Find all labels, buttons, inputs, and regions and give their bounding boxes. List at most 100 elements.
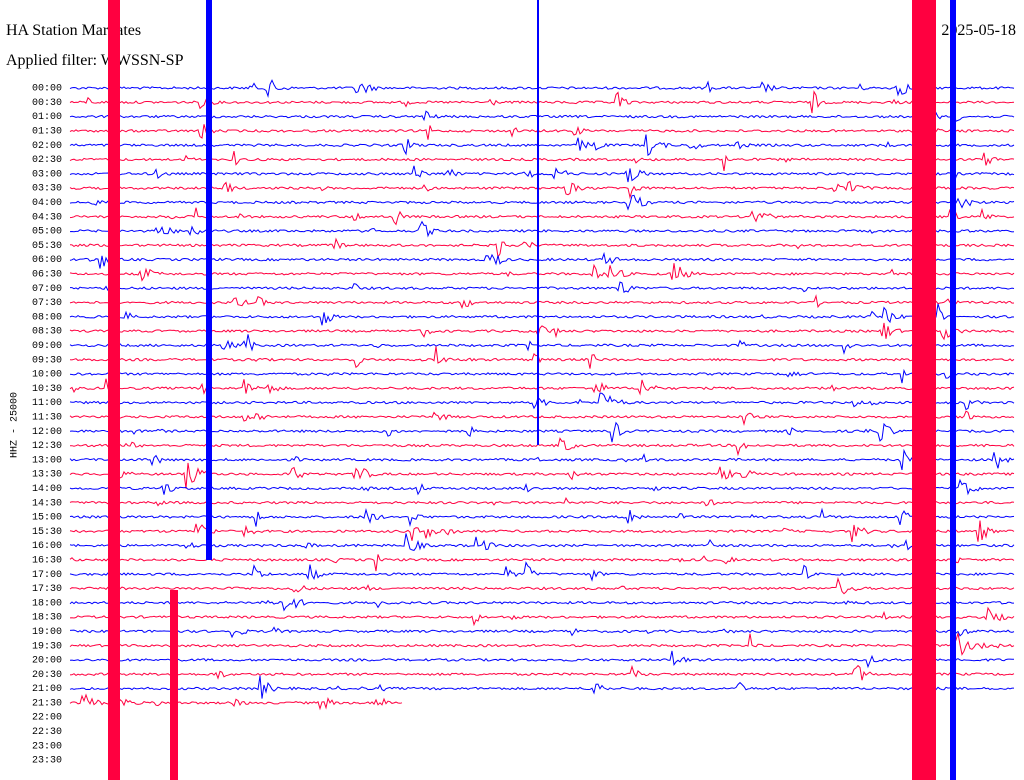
date-label: 2025-05-18 [941,22,1016,39]
trace [69,334,1015,355]
time-label: 09:30 [32,355,62,366]
time-label: 05:00 [32,227,62,238]
time-label: 10:30 [32,384,62,395]
filter-label: Applied filter: WWSSN-SP [6,52,184,69]
major-events [108,0,956,780]
time-label: 14:30 [32,498,62,509]
trace [69,693,403,711]
trace [69,322,1015,341]
time-label: 02:30 [32,155,62,166]
time-label: 21:30 [32,698,62,709]
time-label: 22:30 [32,727,62,738]
trace [69,633,1015,656]
trace [69,561,1015,582]
time-label: 06:00 [32,255,62,266]
trace [69,552,1015,572]
trace [69,134,1015,157]
event-band [108,0,120,780]
time-label: 03:00 [32,169,62,180]
time-label: 21:00 [32,684,62,695]
trace [69,150,1015,171]
time-label: 18:30 [32,613,62,624]
time-label: 00:30 [32,98,62,109]
axis-label: HHZ - 25000 [10,392,21,458]
trace [69,576,1015,595]
time-label: 14:00 [32,484,62,495]
time-label: 17:00 [32,570,62,581]
trace [69,194,1015,211]
time-label: 08:00 [32,312,62,323]
trace [69,496,1015,507]
trace [69,520,1015,543]
station-title: HA Station Markates [6,22,141,39]
trace [69,123,1015,140]
trace [69,378,1015,396]
time-label: 01:30 [32,127,62,138]
trace [69,478,1015,496]
time-label: 07:30 [32,298,62,309]
trace [69,220,1015,238]
time-label: 04:30 [32,212,62,223]
trace [69,346,1015,369]
time-label: 12:30 [32,441,62,452]
time-label: 00:00 [32,84,62,95]
trace [69,165,1015,184]
trace [69,421,1015,443]
time-label: 13:30 [32,470,62,481]
trace [69,110,1015,123]
trace [69,664,1015,681]
time-label: 12:00 [32,427,62,438]
trace [69,368,1015,384]
event-band [950,0,956,780]
time-label: 15:00 [32,513,62,524]
traces [69,79,1015,711]
trace [69,263,1015,282]
time-label: 02:00 [32,141,62,152]
time-label: 20:00 [32,656,62,667]
time-label: 15:30 [32,527,62,538]
trace [69,180,1015,200]
time-label: 03:30 [32,184,62,195]
trace [69,606,1015,627]
trace [69,237,1015,259]
trace [69,79,1015,98]
trace [69,650,1015,669]
time-label: 23:00 [32,741,62,752]
time-label: 17:30 [32,584,62,595]
trace [69,392,1015,411]
trace [70,437,1015,457]
trace [69,90,1015,114]
trace [69,410,1015,426]
time-label: 07:00 [32,284,62,295]
time-label: 23:30 [32,756,62,767]
time-label: 09:00 [32,341,62,352]
trace [69,448,1015,471]
time-label: 05:30 [32,241,62,252]
trace [70,281,1015,294]
time-label: 11:30 [32,412,62,423]
trace [69,533,1015,551]
event-band [537,0,539,445]
time-label: 22:00 [32,713,62,724]
trace [69,598,1014,612]
time-label: 11:00 [32,398,62,409]
time-label: 04:00 [32,198,62,209]
trace [69,626,1015,639]
trace [69,303,1015,326]
time-label: 19:30 [32,641,62,652]
time-label: 06:30 [32,270,62,281]
time-label: 16:30 [32,555,62,566]
trace [69,207,1015,226]
time-label: 08:30 [32,327,62,338]
time-label: 19:00 [32,627,62,638]
time-label: 01:00 [32,112,62,123]
trace [69,251,1015,269]
time-label: 10:00 [32,370,62,381]
event-band [912,0,936,780]
trace [69,507,1015,527]
trace [69,294,1015,310]
event-band [206,0,212,560]
time-label: 16:00 [32,541,62,552]
time-label: 18:00 [32,598,62,609]
